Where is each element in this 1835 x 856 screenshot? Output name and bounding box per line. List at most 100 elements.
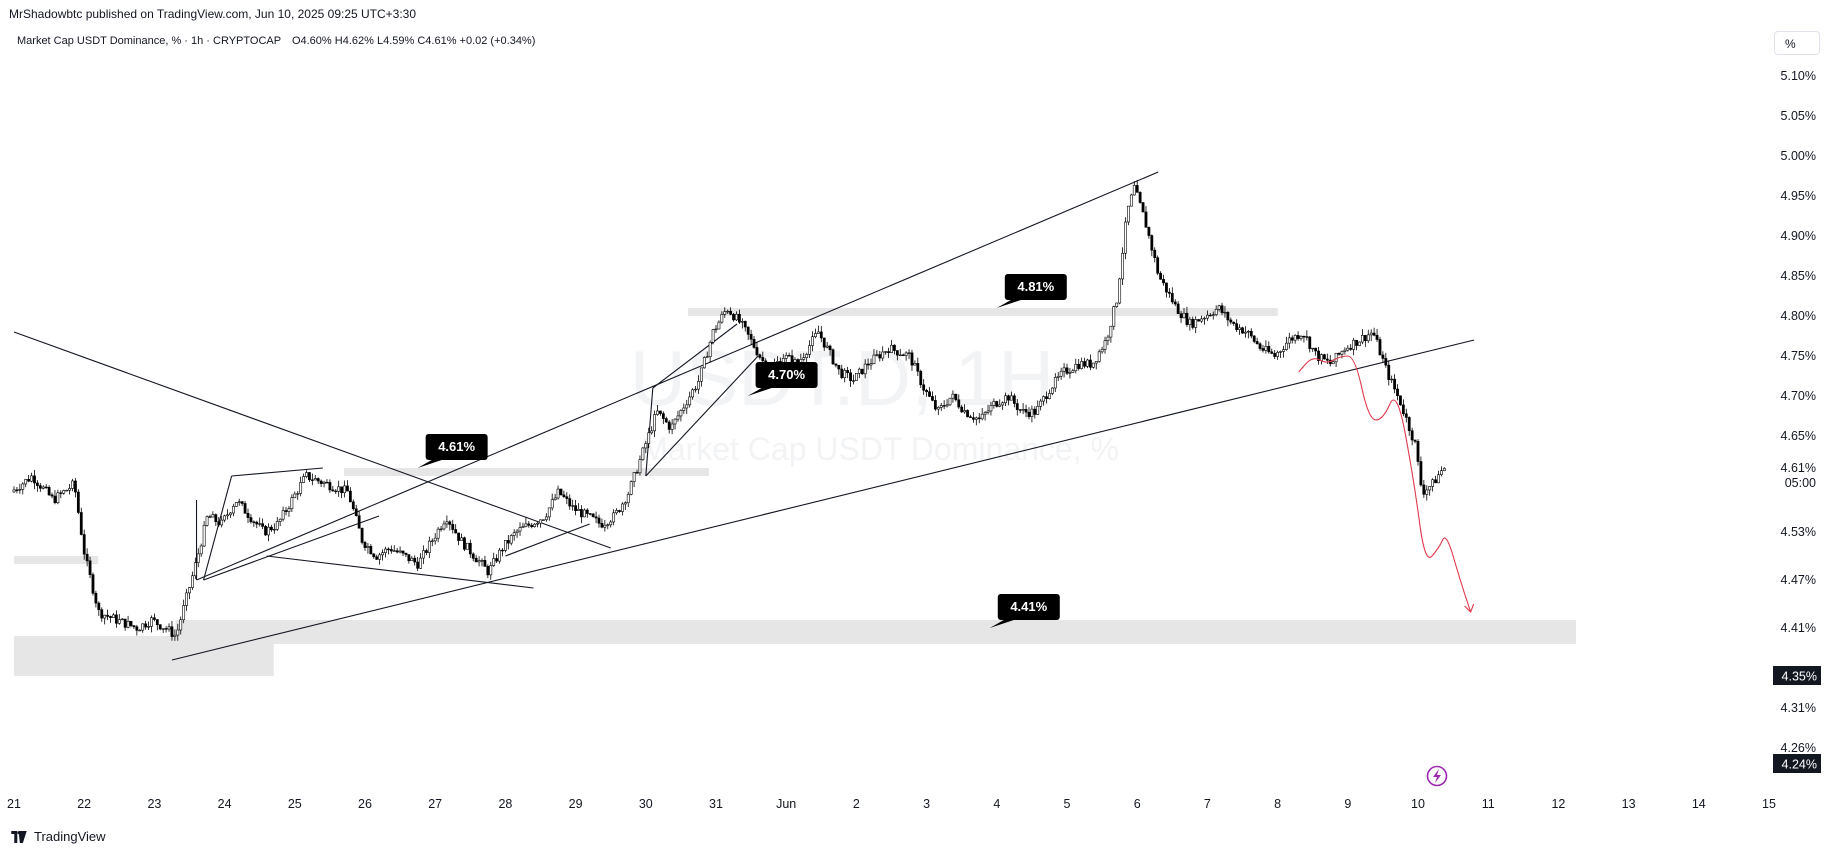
price-axis[interactable]: 5.10% 5.05% 5.00% 4.95% 4.90% 4.85% 4.80% 4.75%… <box>1773 69 1821 773</box>
candle-body <box>1264 345 1268 351</box>
price-badge <box>1773 754 1821 773</box>
candle-body <box>1109 325 1113 338</box>
candle-body <box>138 629 142 632</box>
candle-body <box>1129 194 1133 207</box>
annotation-callout: 4.61% <box>417 434 488 468</box>
candle-body <box>44 486 48 489</box>
candle-body <box>556 488 560 499</box>
candle-body <box>711 329 715 343</box>
x-tick-label: 5 <box>1064 797 1071 811</box>
candle-body <box>831 349 835 365</box>
candle-body <box>1197 319 1201 322</box>
candle-body <box>825 345 829 348</box>
candle-body <box>536 522 539 525</box>
candle-body <box>202 524 206 547</box>
candle-body <box>328 482 332 491</box>
candle-body <box>185 592 188 606</box>
candle-body <box>591 513 595 518</box>
x-tick-label: 15 <box>1762 797 1776 811</box>
candle-body <box>465 542 469 550</box>
candle-body <box>1375 334 1379 340</box>
candle-body <box>88 560 92 575</box>
candle-body <box>1434 479 1437 484</box>
percent-scale-button[interactable]: % <box>1774 31 1820 55</box>
candles-layer <box>12 179 1446 641</box>
trendline <box>652 323 738 389</box>
candle-body <box>299 482 303 494</box>
candle-body <box>386 548 390 551</box>
candle-body <box>1279 351 1282 353</box>
candle-body <box>1033 408 1037 415</box>
candle-body <box>404 552 408 555</box>
candle-body <box>735 313 738 321</box>
y-tick-label: 4.90% <box>1781 229 1816 243</box>
candle-body <box>369 546 373 555</box>
candle-body <box>1366 334 1370 341</box>
candle-body <box>436 528 440 539</box>
candle-body <box>945 404 949 407</box>
candle-body <box>977 417 981 420</box>
candle-body <box>430 540 434 542</box>
candle-body <box>246 513 250 518</box>
candle-body <box>659 410 662 414</box>
candle-body <box>895 350 899 356</box>
annotations-layer: 4.61% 4.70% 4.81% 4.41% <box>417 274 1067 628</box>
candle-body <box>518 527 522 532</box>
candle-body <box>822 337 826 348</box>
candle-body <box>1346 347 1350 351</box>
candle-body <box>1176 303 1180 315</box>
y-tick-label: 4.31% <box>1781 701 1816 715</box>
candle-body <box>489 565 493 576</box>
candle-body <box>164 628 168 630</box>
candle-body <box>351 501 355 510</box>
x-tick-label: 25 <box>288 797 302 811</box>
candle-body <box>998 404 1002 407</box>
zone-rect <box>175 620 1576 644</box>
candle-body <box>656 410 659 415</box>
candle-body <box>901 354 905 357</box>
footer-brand-text: TradingView <box>34 829 106 844</box>
candle-body <box>1349 347 1353 350</box>
candle-body <box>1179 313 1183 319</box>
candle-body <box>325 481 329 484</box>
x-tick-label: 24 <box>218 797 232 811</box>
candle-body <box>18 489 22 491</box>
candle-body <box>211 514 215 518</box>
candle-body <box>1325 358 1329 361</box>
candle-body <box>1173 301 1177 305</box>
candle-body <box>904 352 908 356</box>
candle-body <box>910 352 914 366</box>
candle-body <box>217 521 221 526</box>
candle-body <box>407 554 411 562</box>
candle-body <box>547 507 551 518</box>
candle-body <box>27 479 31 482</box>
candle-body <box>109 616 112 618</box>
candle-body <box>486 566 490 576</box>
candle-body <box>1045 396 1048 399</box>
zones-layer <box>14 308 1576 676</box>
candle-body <box>1440 470 1443 476</box>
candle-body <box>425 550 428 553</box>
candle-body <box>1018 409 1022 411</box>
legend-symbol[interactable]: Market Cap USDT Dominance, % · 1h · CRYP… <box>17 35 281 47</box>
candle-body <box>992 401 996 406</box>
candle-body <box>334 490 338 493</box>
lightning-icon[interactable] <box>1426 765 1448 787</box>
x-tick-label: 28 <box>498 797 512 811</box>
candle-body <box>305 472 308 477</box>
candle-body <box>302 476 305 483</box>
candle-body <box>539 519 542 524</box>
price-badge <box>1773 666 1821 685</box>
candle-body <box>468 542 472 555</box>
candle-body <box>129 620 133 626</box>
candle-body <box>758 354 762 358</box>
legend-open: O4.60% <box>291 35 332 47</box>
candle-body <box>814 333 817 338</box>
candle-body <box>492 558 496 566</box>
candle-body <box>1290 337 1294 341</box>
candle-body <box>746 326 750 335</box>
candle-body <box>612 512 616 523</box>
time-axis[interactable]: 21 22 23 24 25 26 27 28 29 30 31 Jun 2 3 4 5 6 7 8 9 10 11 12 1… <box>7 797 1776 811</box>
candle-body <box>1361 335 1364 343</box>
